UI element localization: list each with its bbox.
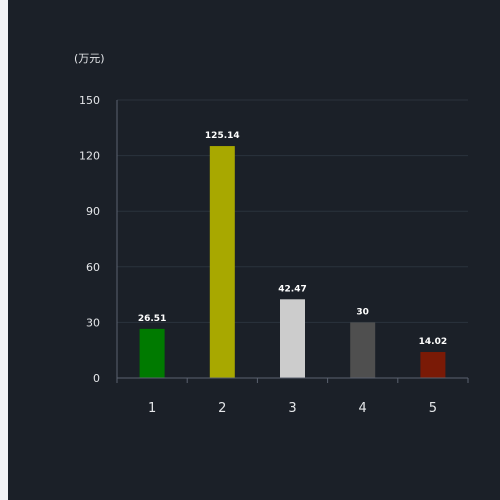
bar-4 bbox=[350, 322, 376, 378]
bar-1 bbox=[139, 328, 165, 378]
y-tick-label: 0 bbox=[93, 372, 100, 385]
x-axis-ticks: 1 2 3 4 5 bbox=[148, 401, 437, 416]
axes bbox=[116, 100, 469, 383]
y-tick-label: 30 bbox=[86, 316, 100, 329]
gridlines bbox=[117, 99, 468, 323]
y-axis-unit-label: (万元) bbox=[74, 52, 105, 65]
chart-panel bbox=[8, 0, 500, 500]
bar-5 bbox=[420, 352, 446, 378]
bar-2 bbox=[209, 146, 235, 378]
data-label: 30 bbox=[356, 307, 369, 317]
data-label: 125.14 bbox=[205, 131, 240, 141]
x-tick-label: 1 bbox=[148, 401, 156, 416]
data-label: 42.47 bbox=[278, 284, 306, 294]
y-tick-label: 150 bbox=[79, 94, 100, 107]
bars bbox=[139, 146, 446, 378]
data-labels: 26.51 125.14 42.47 30 14.02 bbox=[138, 131, 447, 347]
x-tick-label: 4 bbox=[359, 401, 367, 416]
y-tick-label: 60 bbox=[86, 261, 100, 274]
x-tick-label: 5 bbox=[429, 401, 437, 416]
y-tick-label: 90 bbox=[86, 205, 100, 218]
x-tick-label: 3 bbox=[288, 401, 296, 416]
y-axis-ticks: 0 30 60 90 120 150 bbox=[79, 94, 100, 385]
data-label: 14.02 bbox=[419, 337, 447, 347]
bar-3 bbox=[280, 299, 305, 378]
x-tick-label: 2 bbox=[218, 401, 226, 416]
data-label: 26.51 bbox=[138, 314, 166, 324]
y-tick-label: 120 bbox=[79, 150, 100, 163]
